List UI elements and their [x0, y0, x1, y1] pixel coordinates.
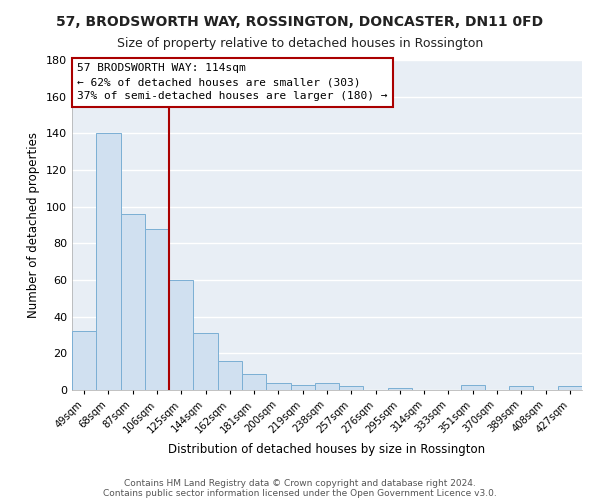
Bar — [242, 374, 266, 390]
Bar — [121, 214, 145, 390]
Y-axis label: Number of detached properties: Number of detached properties — [28, 132, 40, 318]
Text: Contains public sector information licensed under the Open Government Licence v3: Contains public sector information licen… — [103, 488, 497, 498]
Text: Contains HM Land Registry data © Crown copyright and database right 2024.: Contains HM Land Registry data © Crown c… — [124, 478, 476, 488]
Bar — [218, 360, 242, 390]
Bar — [72, 332, 96, 390]
Bar — [290, 384, 315, 390]
Bar — [339, 386, 364, 390]
Bar — [193, 333, 218, 390]
Bar — [461, 384, 485, 390]
Text: 57 BRODSWORTH WAY: 114sqm
← 62% of detached houses are smaller (303)
37% of semi: 57 BRODSWORTH WAY: 114sqm ← 62% of detac… — [77, 64, 388, 102]
Bar — [145, 228, 169, 390]
Text: 57, BRODSWORTH WAY, ROSSINGTON, DONCASTER, DN11 0FD: 57, BRODSWORTH WAY, ROSSINGTON, DONCASTE… — [56, 15, 544, 29]
Bar — [266, 382, 290, 390]
Bar — [315, 382, 339, 390]
Bar — [388, 388, 412, 390]
X-axis label: Distribution of detached houses by size in Rossington: Distribution of detached houses by size … — [169, 443, 485, 456]
Bar — [509, 386, 533, 390]
Bar — [558, 386, 582, 390]
Text: Size of property relative to detached houses in Rossington: Size of property relative to detached ho… — [117, 38, 483, 51]
Bar — [169, 280, 193, 390]
Bar — [96, 134, 121, 390]
